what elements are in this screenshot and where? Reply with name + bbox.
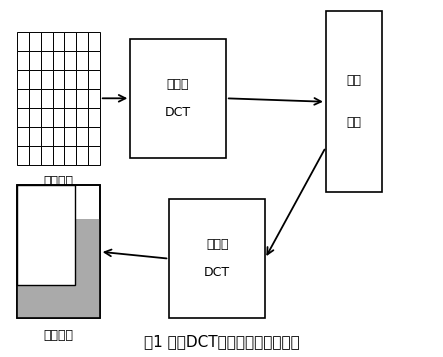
Bar <box>53 32 64 51</box>
Bar <box>17 285 100 318</box>
Bar <box>29 108 41 127</box>
Bar <box>41 146 53 165</box>
Bar <box>64 108 76 127</box>
Bar <box>88 32 100 51</box>
Bar <box>76 127 88 146</box>
Bar <box>53 146 64 165</box>
Bar <box>17 146 29 165</box>
Text: DCT: DCT <box>204 266 230 279</box>
Text: DCT: DCT <box>165 106 191 119</box>
Bar <box>64 32 76 51</box>
Bar <box>41 89 53 108</box>
Bar <box>29 32 41 51</box>
Bar <box>41 51 53 70</box>
Bar <box>64 51 76 70</box>
Bar <box>76 32 88 51</box>
Bar <box>88 70 100 89</box>
Bar <box>53 127 64 146</box>
Text: 行一维: 行一维 <box>167 78 189 91</box>
Bar <box>64 127 76 146</box>
Bar <box>29 146 41 165</box>
Bar <box>64 89 76 108</box>
Text: 输出系数: 输出系数 <box>43 329 74 342</box>
Bar <box>29 70 41 89</box>
Bar <box>29 89 41 108</box>
Bar <box>41 127 53 146</box>
Bar <box>29 127 41 146</box>
Bar <box>88 51 100 70</box>
Bar <box>41 32 53 51</box>
Bar <box>17 51 29 70</box>
Bar <box>76 108 88 127</box>
Bar <box>17 186 75 285</box>
Bar <box>76 89 88 108</box>
Bar <box>17 70 29 89</box>
Bar <box>75 218 100 318</box>
Text: 列一维: 列一维 <box>206 238 229 251</box>
Bar <box>17 108 29 127</box>
Bar <box>76 70 88 89</box>
Text: 图像数据: 图像数据 <box>43 176 74 188</box>
Bar <box>17 32 29 51</box>
Bar <box>17 127 29 146</box>
Bar <box>169 200 265 318</box>
Bar <box>53 70 64 89</box>
Bar <box>41 108 53 127</box>
Bar <box>88 108 100 127</box>
Bar <box>64 146 76 165</box>
Bar <box>53 108 64 127</box>
Bar <box>64 70 76 89</box>
Bar <box>17 186 100 318</box>
Bar <box>326 11 382 192</box>
Bar <box>41 70 53 89</box>
Text: 矩阵: 矩阵 <box>346 116 361 129</box>
Bar <box>88 146 100 165</box>
Bar <box>88 89 100 108</box>
Bar <box>76 51 88 70</box>
Bar <box>53 89 64 108</box>
Bar <box>29 51 41 70</box>
Bar <box>53 51 64 70</box>
Text: 图1 二维DCT行列分解算法原理图: 图1 二维DCT行列分解算法原理图 <box>144 335 299 350</box>
Bar <box>17 186 100 318</box>
Bar <box>130 39 226 157</box>
Text: 转置: 转置 <box>346 74 361 87</box>
Bar <box>88 127 100 146</box>
Bar <box>76 146 88 165</box>
Bar <box>17 89 29 108</box>
